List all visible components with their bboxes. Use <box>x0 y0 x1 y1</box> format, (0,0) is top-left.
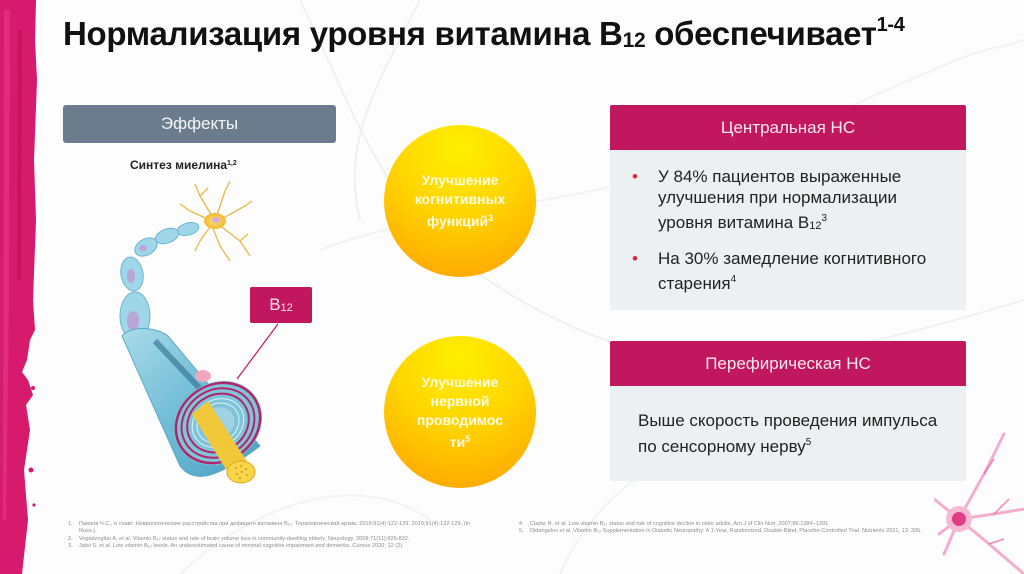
panel-central-ns-header: Центральная НС <box>610 105 966 150</box>
effects-header: Эффекты <box>63 105 336 143</box>
reference-item: 5. Didangelos et al. Vitamin B₁₂ Suppleme… <box>519 528 922 535</box>
pns-statement: Выше скорость проведения импульса по сен… <box>638 411 938 456</box>
references-left: 1. Павлов Ч.С., и соавт. Неврологические … <box>68 521 488 551</box>
page-title: Нормализация уровня витамина B12 обеспеч… <box>63 14 905 52</box>
panel-central-ns: Центральная НС • У 84% пациентов выражен… <box>610 105 966 310</box>
brush-stroke-decoration <box>0 0 37 574</box>
myelin-synthesis-label: Синтез миелина1,2 <box>130 158 237 172</box>
bullet-dot-icon: • <box>632 167 638 186</box>
b12-badge: B12 <box>250 287 312 323</box>
reference-item: 4. Clarke R. et al. Low vitamin B₁₂ statu… <box>519 521 829 527</box>
panel-peripheral-ns-body: Выше скорость проведения импульса по сен… <box>610 386 966 481</box>
circle-cognitive-improvement: Улучшение когнитивных функций3 <box>384 125 536 277</box>
reference-item: 1. Павлов Ч.С., и соавт. Неврологические … <box>68 521 471 535</box>
neuron-decoration-icon <box>934 432 1024 574</box>
bullet-dot-icon: • <box>632 249 638 268</box>
references-right: 4. Clarke R. et al. Low vitamin B₁₂ statu… <box>519 521 949 536</box>
myelinated-nerve-illustration <box>119 180 279 484</box>
panel-central-ns-body: • У 84% пациентов выраженные улучшения п… <box>610 150 966 310</box>
reference-item: 3. Jatoi S. et al. Low vitamin B₁₂ levels… <box>68 543 404 550</box>
reference-item: 2. Vogiatzoglou A, et al. Vitamin B₁₂ sta… <box>68 535 410 542</box>
cns-bullet-2: • На 30% замедление когнитивного старени… <box>632 249 927 293</box>
panel-peripheral-ns-header: Перефирическая НС <box>610 341 966 386</box>
cns-bullet-1: • У 84% пациентов выраженные улучшения п… <box>632 167 902 232</box>
panel-peripheral-ns: Перефирическая НС Выше скорость проведен… <box>610 341 966 481</box>
circle-nerve-conduction-improvement: Улучшение нервной проводимос ти5 <box>384 336 536 488</box>
